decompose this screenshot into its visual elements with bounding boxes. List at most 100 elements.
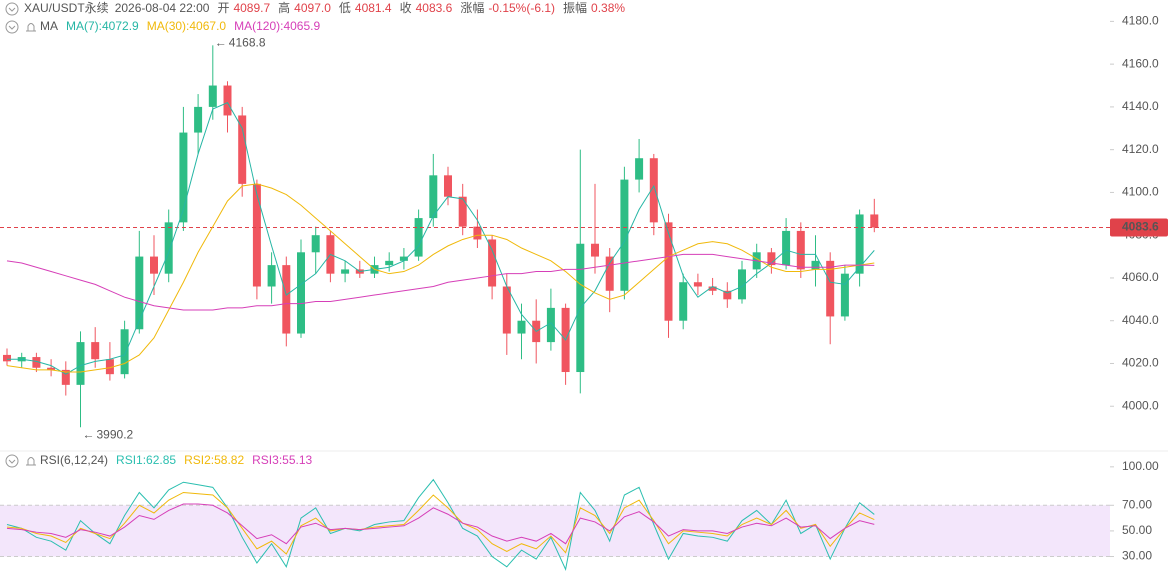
arrow: ← (215, 35, 227, 49)
candle-body (297, 252, 305, 334)
indicator-line (6, 478, 875, 571)
annotation: 3990.2 (97, 427, 134, 441)
annotation: 4168.8 (229, 35, 266, 49)
candle-body (635, 158, 644, 180)
indicator-line (7, 101, 875, 375)
indicator-line (6, 503, 875, 545)
last-price-tag (1110, 218, 1168, 237)
candle-body (811, 260, 820, 270)
y-tick-label: 4040.0 (1122, 313, 1159, 327)
candle-body (488, 239, 497, 287)
candle-body (546, 307, 555, 343)
candle-body (61, 369, 70, 385)
field-label: 涨幅 (460, 0, 484, 15)
legend-entry: MA(30):4067.0 (147, 19, 227, 33)
candle-body (591, 243, 599, 257)
candle-body (179, 132, 188, 223)
candle-body (120, 329, 129, 375)
y-tick-label: 30.00 (1122, 549, 1152, 563)
candle-body (782, 230, 791, 266)
candle-body (693, 282, 702, 287)
candle-body (47, 367, 56, 370)
candle-body (870, 214, 879, 228)
indicator-line (6, 183, 875, 373)
candle-body (605, 256, 614, 291)
candle-body (252, 183, 261, 287)
candle-body (767, 252, 776, 266)
legend-entry: RSI3:55.13 (252, 453, 312, 467)
y-tick-label: 4100.0 (1122, 185, 1159, 199)
y-tick-label: 4160.0 (1122, 56, 1159, 70)
y-tick-label: 50.00 (1122, 523, 1152, 537)
candle-body (341, 269, 350, 274)
header: XAU/USDT永续 2026-08-04 22:00 开 4089.7 高 4097.0… (24, 0, 625, 15)
candle-body (135, 256, 144, 330)
candle-body (444, 175, 452, 197)
field-value: 0.38% (591, 1, 625, 15)
candle-body (723, 290, 732, 300)
last-price-label: 4083.6 (1122, 220, 1159, 234)
legend-entry: RSI1:62.85 (116, 453, 176, 467)
candle-body (105, 359, 114, 375)
y-tick-label: 4180.0 (1122, 14, 1159, 28)
candle-body (208, 85, 217, 107)
candle-body (223, 85, 232, 116)
field-label: 振幅 (563, 0, 587, 15)
y-tick-label: 4060.0 (1122, 270, 1159, 284)
candle-body (738, 269, 746, 300)
candle-body (267, 265, 276, 287)
y-tick-label: 100.00 (1122, 459, 1159, 473)
candle-body (282, 265, 291, 334)
candle-body (311, 235, 320, 253)
candle-body (150, 256, 158, 274)
field-value: -0.15%(-6.1) (488, 1, 555, 15)
field-label: 高 (278, 0, 290, 15)
candle-body (855, 214, 864, 274)
candle-body (517, 320, 526, 334)
y-tick-label: 4020.0 (1122, 356, 1159, 370)
y-tick-label: 4120.0 (1122, 142, 1159, 156)
candle-body (620, 179, 629, 291)
legend-entry: RSI2:58.82 (184, 453, 244, 467)
field-label: 低 (339, 1, 351, 15)
field-value: 4083.6 (416, 1, 453, 15)
candle-body (679, 282, 688, 321)
candle-body (796, 230, 805, 270)
candle-body (826, 260, 835, 317)
candle-body (473, 226, 482, 240)
field-label: 收 (400, 1, 412, 15)
candle-body (91, 342, 100, 360)
candle-body (76, 342, 85, 385)
candle-body (429, 175, 438, 219)
legend-entry: MA(7):4072.9 (66, 19, 139, 33)
candle-body (399, 256, 408, 261)
rsi-legend: RSI(6,12,24) RSI1:62.85 RSI2:58.82 RSI3:55.… (40, 453, 313, 467)
rsi-band (0, 505, 1110, 557)
indicator-name: RSI(6,12,24) (40, 453, 108, 467)
indicator-name: MA (40, 19, 58, 33)
candle-body (840, 273, 849, 317)
candle-body (649, 158, 658, 223)
indicator-line (6, 491, 875, 555)
indicator-line (6, 253, 875, 311)
y-tick-label: 4140.0 (1122, 99, 1159, 113)
candle-body (708, 286, 717, 291)
candle-body (238, 115, 247, 184)
y-tick-label: 4000.0 (1122, 398, 1159, 412)
candle-body (194, 106, 203, 133)
candle-body (32, 357, 41, 368)
symbol: XAU/USDT永续 (24, 1, 109, 15)
header-icon (5, 2, 36, 468)
candle-body (458, 196, 467, 227)
field-label: 开 (217, 1, 229, 15)
candle-body (414, 218, 423, 257)
candle-body (164, 222, 173, 274)
candle-body (502, 286, 511, 334)
ma-legend: MA MA(7):4072.9 MA(30):4067.0 MA(120):4065.… (40, 19, 320, 33)
candle-body (664, 222, 673, 321)
time: 2026-08-04 22:00 (115, 1, 210, 15)
candle-body (3, 354, 11, 362)
legend-entry: MA(120):4065.9 (234, 19, 320, 33)
candle-body (385, 260, 394, 266)
